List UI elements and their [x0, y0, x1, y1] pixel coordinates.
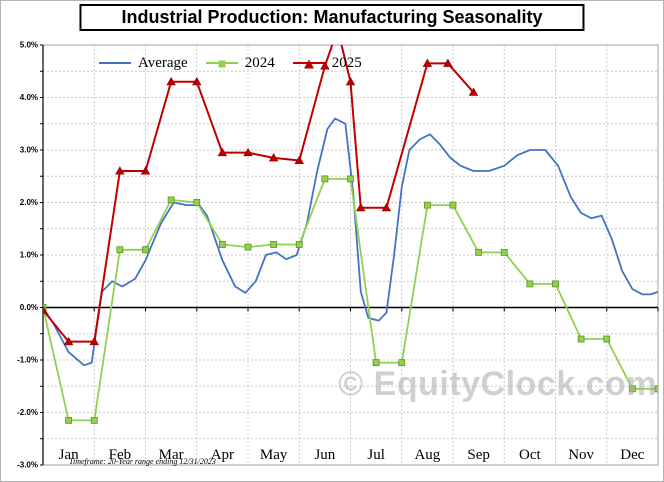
series-line-2025	[43, 45, 475, 343]
chart-legend: Average 2024 2025	[99, 55, 362, 72]
x-axis-label: Oct	[519, 447, 541, 463]
x-axis-label: Aug	[414, 447, 440, 463]
x-axis-label: Mar	[159, 447, 184, 463]
legend-item-average: Average	[99, 55, 188, 72]
equityclock-watermark: © EquityClock.com	[338, 365, 657, 403]
chart-title: Industrial Production: Manufacturing Sea…	[121, 7, 543, 27]
y-axis-label: -2.0%	[17, 408, 38, 417]
x-axis-label: Jul	[367, 447, 385, 463]
triangle-marker-icon	[303, 59, 314, 68]
legend-label-2024: 2024	[244, 55, 275, 71]
series-2024-line-sample	[205, 57, 238, 70]
y-axis-label: 4.0%	[20, 93, 38, 102]
series-2025-line-sample	[292, 57, 325, 70]
average-line-sample	[99, 57, 131, 70]
legend-label-average: Average	[138, 55, 188, 71]
legend-item-2025: 2025	[292, 55, 362, 72]
x-axis-label: Jan	[59, 447, 79, 463]
timeframe-footnote: Timeframe: 20-Year range ending 12/31/20…	[69, 457, 216, 466]
y-axis-label: 5.0%	[20, 41, 38, 50]
x-axis-label: Feb	[109, 447, 132, 463]
x-axis-label: May	[260, 447, 288, 463]
legend-item-2024: 2024	[205, 55, 275, 72]
y-axis-label: -1.0%	[17, 356, 38, 365]
y-axis-label: 3.0%	[20, 146, 38, 155]
x-axis-label: Dec	[620, 447, 644, 463]
x-axis-label: Sep	[467, 447, 490, 463]
chart-title-box: Industrial Production: Manufacturing Sea…	[79, 4, 585, 31]
y-axis-label: 2.0%	[20, 198, 38, 207]
legend-label-2025: 2025	[331, 55, 362, 71]
y-axis-label: 1.0%	[20, 251, 38, 260]
series-line-average	[43, 117, 658, 367]
x-axis-label: Jun	[314, 447, 335, 463]
square-marker-icon	[218, 60, 226, 67]
x-axis-label: Nov	[568, 447, 594, 463]
series-group	[43, 45, 658, 424]
y-axis-label: 0.0%	[20, 303, 38, 312]
x-axis-label: Apr	[211, 447, 234, 463]
y-axis-label: -3.0%	[17, 461, 38, 470]
